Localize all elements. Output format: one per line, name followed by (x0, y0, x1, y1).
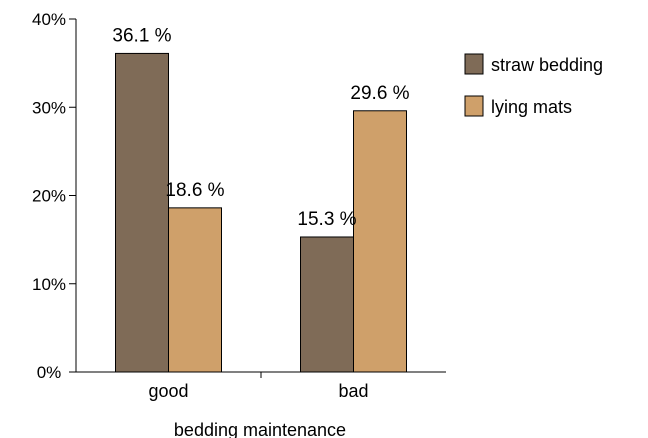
data-label: 36.1 % (112, 25, 171, 46)
legend-label: straw bedding (491, 55, 603, 75)
x-axis-title: bedding maintenance (174, 420, 346, 438)
y-tick-label: 40% (32, 10, 66, 29)
legend: straw bedding lying mats (464, 53, 603, 117)
x-tick-label: good (148, 381, 188, 401)
legend-label: lying mats (491, 97, 572, 117)
data-label: 18.6 % (165, 180, 224, 201)
data-labels: 36.1 % 15.3 % 18.6 % 29.6 % (112, 25, 409, 230)
data-label: 29.6 % (350, 83, 409, 104)
y-tick-label: 30% (32, 98, 66, 117)
legend-swatch (464, 53, 484, 75)
y-tick-label: 0% (37, 363, 62, 382)
y-tick-label: 20% (32, 187, 66, 206)
y-axis: 0% 10% 20% 30% 40% (32, 10, 77, 382)
x-axis: good bad (69, 371, 446, 401)
bars (115, 52, 407, 373)
data-label: 15.3 % (297, 209, 356, 230)
x-tick-label: bad (338, 381, 368, 401)
bar (353, 110, 407, 373)
legend-swatch (464, 95, 484, 117)
bar (168, 207, 222, 373)
bar (115, 52, 169, 373)
bar (300, 236, 354, 373)
y-tick-label: 10% (32, 275, 66, 294)
